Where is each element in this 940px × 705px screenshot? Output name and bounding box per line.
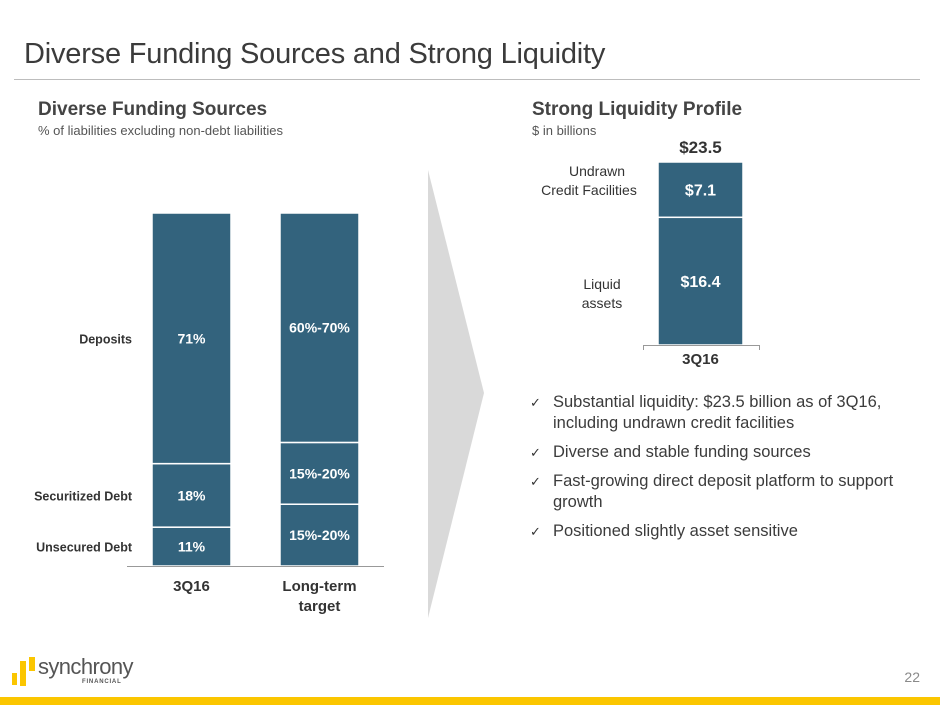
key-point: ✓ Fast-growing direct deposit platform to… bbox=[530, 472, 894, 511]
bar-segment-deposits bbox=[279, 212, 360, 444]
legend-label: Unsecured Debt bbox=[36, 541, 133, 555]
legend-label: Undrawn bbox=[569, 163, 625, 179]
legend-label: Securitized Debt bbox=[34, 489, 133, 503]
key-point: ✓ Substantial liquidity: $23.5 billion as… bbox=[530, 393, 882, 432]
bar-segment-unsecured-debt bbox=[279, 503, 360, 567]
bar-segment-undrawn-credit-facilities bbox=[657, 161, 744, 219]
data-label: $7.1 bbox=[685, 183, 716, 200]
data-label: 15%-20% bbox=[289, 527, 350, 543]
checkmark-icon: ✓ bbox=[530, 474, 541, 489]
legend-label: Deposits bbox=[79, 332, 132, 346]
funding-sources-subtitle: % of liabilities excluding non-debt liab… bbox=[38, 123, 283, 138]
title-divider bbox=[14, 79, 920, 80]
synchrony-logo: synchrony FINANCIAL bbox=[10, 654, 133, 691]
logo-bars-icon bbox=[12, 657, 35, 686]
funding-sources-title: Diverse Funding Sources bbox=[38, 99, 268, 120]
liquidity-profile-title: Strong Liquidity Profile bbox=[532, 99, 743, 120]
key-point: ✓ Positioned slightly asset sensitive bbox=[530, 522, 798, 540]
logo-wordmark: synchrony bbox=[38, 654, 133, 679]
checkmark-icon: ✓ bbox=[530, 524, 541, 539]
page-number: 22 bbox=[904, 669, 920, 685]
data-label: 15%-20% bbox=[289, 465, 350, 481]
x-tick-label: 3Q16 bbox=[173, 578, 210, 595]
data-label: 18% bbox=[177, 487, 206, 503]
funding-sources-chart: 11% 18% 71% 3Q16 15%-20% 15%-20% 60%-70% Long-t… bbox=[34, 212, 384, 615]
footer-accent-bar bbox=[0, 697, 940, 705]
data-label: 71% bbox=[177, 330, 206, 346]
x-axis bbox=[643, 345, 760, 350]
legend-label: Credit Facilities bbox=[541, 182, 637, 198]
bar-segment-deposits bbox=[151, 212, 232, 465]
data-label: 11% bbox=[178, 539, 206, 555]
key-points-list: ✓ Substantial liquidity: $23.5 billion as… bbox=[530, 392, 930, 550]
total-label: $23.5 bbox=[679, 138, 722, 157]
data-label: 60%-70% bbox=[289, 320, 350, 336]
legend-label: Liquid bbox=[583, 276, 620, 292]
checkmark-icon: ✓ bbox=[530, 445, 541, 460]
data-label: $16.4 bbox=[680, 274, 720, 291]
bar-segment-securitized-debt bbox=[151, 462, 232, 528]
x-tick-label: 3Q16 bbox=[682, 351, 719, 368]
slide-title: Diverse Funding Sources and Strong Liqui… bbox=[24, 38, 606, 70]
logo-subtext: FINANCIAL bbox=[82, 679, 122, 685]
key-point: ✓ Diverse and stable funding sources bbox=[530, 443, 811, 461]
checkmark-icon: ✓ bbox=[530, 395, 541, 410]
liquidity-profile-subtitle: $ in billions bbox=[532, 123, 597, 138]
chevron-arrow-icon bbox=[428, 170, 484, 618]
legend-label: assets bbox=[582, 295, 622, 311]
bar-segment-securitized-debt bbox=[279, 441, 360, 505]
x-tick-label: target bbox=[299, 598, 341, 615]
x-tick-label: Long-term bbox=[282, 578, 356, 595]
liquidity-profile-chart: $16.4 $7.1 $23.5 3Q16 Liquid assets Undrawn Cre… bbox=[541, 138, 760, 368]
